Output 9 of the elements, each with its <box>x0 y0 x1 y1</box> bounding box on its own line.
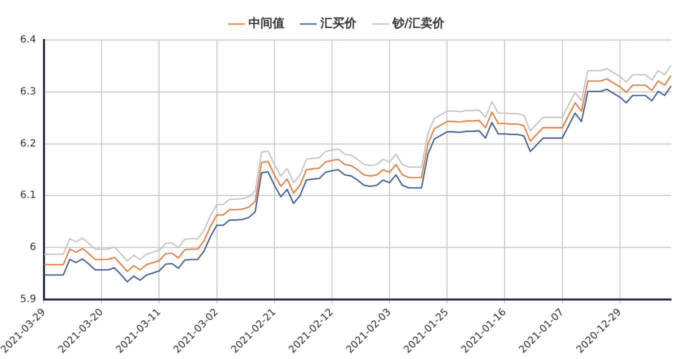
y-tick-label: 6.1 <box>20 190 36 202</box>
y-tick-label: 6.3 <box>20 86 36 98</box>
y-tick-label: 6.2 <box>20 138 36 150</box>
y-tick-label: 6 <box>30 242 36 254</box>
legend-label: 钞/汇卖价 <box>391 16 446 30</box>
y-tick-label: 6.4 <box>20 34 36 46</box>
legend-label: 汇买价 <box>319 16 358 30</box>
legend-label: 中间值 <box>248 16 284 30</box>
y-tick-label: 5.9 <box>20 294 36 306</box>
